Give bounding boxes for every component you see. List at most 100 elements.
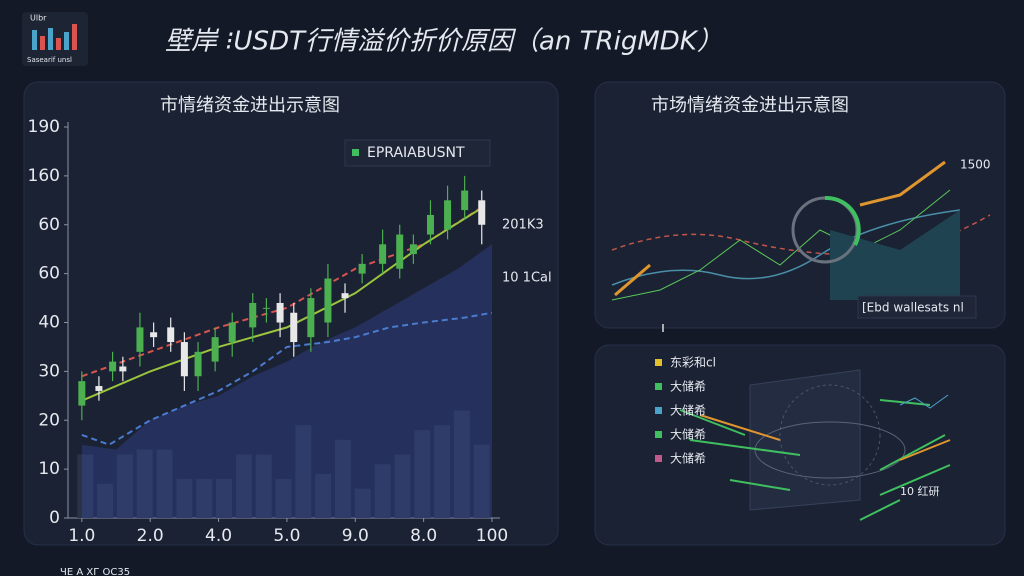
candle-body [409,244,417,255]
candle-body [136,327,144,352]
volume-bar [414,430,431,518]
legend-swatch [655,383,662,390]
legend-swatch [655,407,662,414]
legend-label: 东彩和cl [670,356,716,370]
line [81,311,493,446]
y-tick-label: 60 [38,264,60,284]
candle-body [249,302,257,328]
y-tick-label: 10 [38,459,60,479]
legend-swatch [655,431,662,438]
logo-caption: Sasearif unsl [27,56,72,64]
candle-body [276,302,284,323]
volume-bar [394,454,411,518]
annotation: 201K3 [502,218,544,233]
legend-label: 大储希 [670,427,706,442]
x-tick-label: 4.0 [205,526,232,546]
legend-label: 大储希 [670,403,706,418]
volume-bar [97,483,114,518]
volume-bar [434,425,451,518]
candle-body [262,307,270,309]
candle-body [396,234,404,269]
logo-text: Ulbr [30,14,47,23]
page-title: 壁岸 ⁝USDT行情溢价折价原因（an TRigMDK） [165,27,723,57]
candle-body [358,263,366,274]
candle-body [307,298,315,338]
y-tick-label: 30 [38,361,60,381]
candle-body [194,351,202,377]
top-right-decor [611,160,991,332]
logo-bars [32,24,77,50]
candle-body [290,312,298,343]
legend-swatch [655,455,662,462]
volume-bar [216,478,233,518]
candle-body [228,322,236,343]
plot: 0 10 20 30 40 60 60 160 190 1.0 2.0 4.0 5.0 9.0 8.0 100 [28,117,509,546]
line [81,209,479,402]
volume-bar [136,449,153,518]
candle-body [95,386,103,391]
candle-body [167,327,175,343]
area [81,244,493,519]
panel-title: 市场情绪资金进出示意图 [651,95,849,116]
footer: ЧЕ А ХГ ОС35 [60,567,130,576]
volume-bar [275,478,292,518]
x-tick-label: 8.0 [410,526,437,546]
label-box [857,295,977,319]
annotation: 10 1Cal [502,271,552,286]
volume-bar [77,454,94,518]
volume-bar [315,474,332,518]
candle-body [119,366,127,372]
x-tick-label: 5.0 [273,526,300,546]
candle-body [211,337,219,362]
volume-bar [453,410,470,518]
box-label: [Ebd wallesats nl [862,301,964,315]
candle-body [180,342,188,377]
legend-swatch [655,359,662,366]
chart-title: 市情绪资金进出示意图 [160,95,340,116]
legend-label: 大储希 [670,379,706,394]
candle-body [444,200,452,230]
x-tick-label: 100 [476,526,508,546]
volume-bar [354,488,371,518]
y-tick-label: 40 [38,313,60,333]
volume-bar [473,444,490,518]
caption: 10 红研 [900,485,940,498]
volume-bar [255,454,272,518]
volume-bar [295,425,312,518]
y-tick-label: 190 [28,117,60,137]
volume-bar [196,478,213,518]
line [81,204,486,378]
candle-body [341,293,349,299]
volume-bar [235,454,252,518]
volume-bar [176,478,193,518]
volume-bar [116,454,133,518]
y-tick-label: 160 [28,166,60,186]
volume-bar [334,439,351,518]
candle-body [379,244,387,264]
x-tick-label: 2.0 [137,526,164,546]
candle-body [78,381,86,406]
value-label: 1500 [960,158,991,172]
legend-label: EPRAIABUSNT [367,145,465,161]
y-tick-label: 20 [38,410,60,430]
candle-body [109,361,117,372]
candle-body [461,190,469,211]
candle-body [478,200,486,225]
candle-body [324,278,332,323]
volume-bar [374,464,391,518]
y-tick-label: 60 [38,215,60,235]
volume-bar [156,449,173,518]
candle-body [150,332,158,338]
legend-box [344,139,491,167]
legend-swatch [352,149,359,156]
bottom-right-decor [679,369,951,521]
legend-label: 大储希 [670,451,706,466]
x-tick-label: 1.0 [68,526,95,546]
x-tick-label: 9.0 [342,526,369,546]
candle-body [426,214,434,235]
y-tick-label: 0 [49,508,60,528]
logo-box [22,12,88,66]
